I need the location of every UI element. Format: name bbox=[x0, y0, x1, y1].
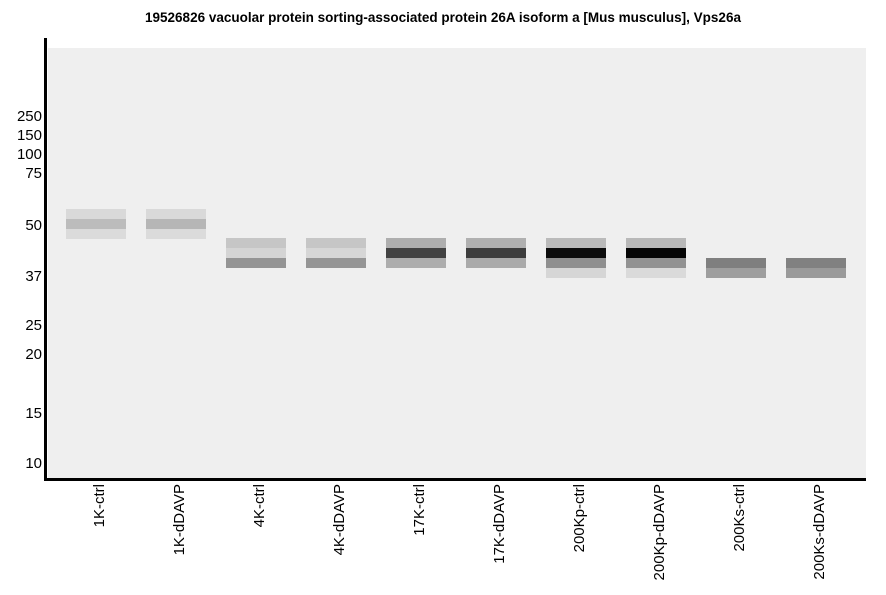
band-stripe bbox=[786, 258, 846, 268]
band-stripe bbox=[546, 248, 606, 258]
lane-band bbox=[66, 209, 126, 239]
x-axis-tick-label: 1K-dDAVP bbox=[171, 484, 188, 556]
y-axis-tick-label: 250 bbox=[16, 108, 42, 125]
band-stripe bbox=[546, 238, 606, 248]
band-stripe bbox=[706, 268, 766, 278]
band-stripe bbox=[306, 258, 366, 268]
y-axis-tick-label: 10 bbox=[25, 455, 42, 472]
band-stripe bbox=[146, 229, 206, 239]
band-stripe bbox=[146, 209, 206, 219]
y-axis-tick-label: 150 bbox=[16, 127, 42, 144]
lane-band bbox=[786, 258, 846, 278]
band-stripe bbox=[626, 258, 686, 268]
x-axis-tick-label: 4K-ctrl bbox=[251, 484, 268, 528]
x-axis-tick-label: 200Ks-dDAVP bbox=[811, 484, 828, 580]
x-axis-tick-label: 200Ks-ctrl bbox=[731, 484, 748, 552]
band-stripe bbox=[626, 238, 686, 248]
band-stripe bbox=[466, 258, 526, 268]
band-stripe bbox=[386, 258, 446, 268]
band-stripe bbox=[66, 229, 126, 239]
y-axis-tick-label: 75 bbox=[25, 165, 42, 182]
y-axis-tick-label: 20 bbox=[25, 346, 42, 363]
band-stripe bbox=[546, 258, 606, 268]
lane-band bbox=[466, 238, 526, 268]
band-stripe bbox=[466, 238, 526, 248]
lane-band bbox=[546, 238, 606, 278]
y-axis-tick-label: 100 bbox=[16, 146, 42, 163]
x-axis-tick-label: 4K-dDAVP bbox=[331, 484, 348, 556]
x-axis-tick-label: 17K-ctrl bbox=[411, 484, 428, 536]
band-stripe bbox=[466, 248, 526, 258]
lane-band bbox=[146, 209, 206, 239]
x-axis-tick-label: 200Kp-dDAVP bbox=[651, 484, 668, 581]
band-stripe bbox=[786, 268, 846, 278]
band-stripe bbox=[226, 248, 286, 258]
y-axis-tick-label: 50 bbox=[25, 217, 42, 234]
band-stripe bbox=[306, 248, 366, 258]
lane-band bbox=[706, 258, 766, 278]
band-stripe bbox=[386, 238, 446, 248]
y-axis-tick-label: 15 bbox=[25, 405, 42, 422]
x-axis-line bbox=[44, 478, 866, 481]
band-stripe bbox=[626, 248, 686, 258]
band-stripe bbox=[66, 209, 126, 219]
lane-band bbox=[226, 238, 286, 268]
band-stripe bbox=[226, 238, 286, 248]
chart-title: 19526826 vacuolar protein sorting-associ… bbox=[145, 10, 741, 25]
band-stripe bbox=[546, 268, 606, 278]
lane-band bbox=[306, 238, 366, 268]
lane-band bbox=[626, 238, 686, 278]
x-axis-tick-label: 17K-dDAVP bbox=[491, 484, 508, 564]
band-stripe bbox=[626, 268, 686, 278]
x-axis-tick-label: 1K-ctrl bbox=[91, 484, 108, 528]
band-stripe bbox=[386, 248, 446, 258]
lane-band bbox=[386, 238, 446, 268]
x-axis-tick-label: 200Kp-ctrl bbox=[571, 484, 588, 553]
band-stripe bbox=[66, 219, 126, 229]
band-stripe bbox=[706, 258, 766, 268]
band-stripe bbox=[226, 258, 286, 268]
band-stripe bbox=[146, 219, 206, 229]
band-stripe bbox=[306, 238, 366, 248]
y-axis-tick-label: 25 bbox=[25, 317, 42, 334]
y-axis-line bbox=[44, 38, 47, 481]
y-axis-tick-label: 37 bbox=[25, 268, 42, 285]
